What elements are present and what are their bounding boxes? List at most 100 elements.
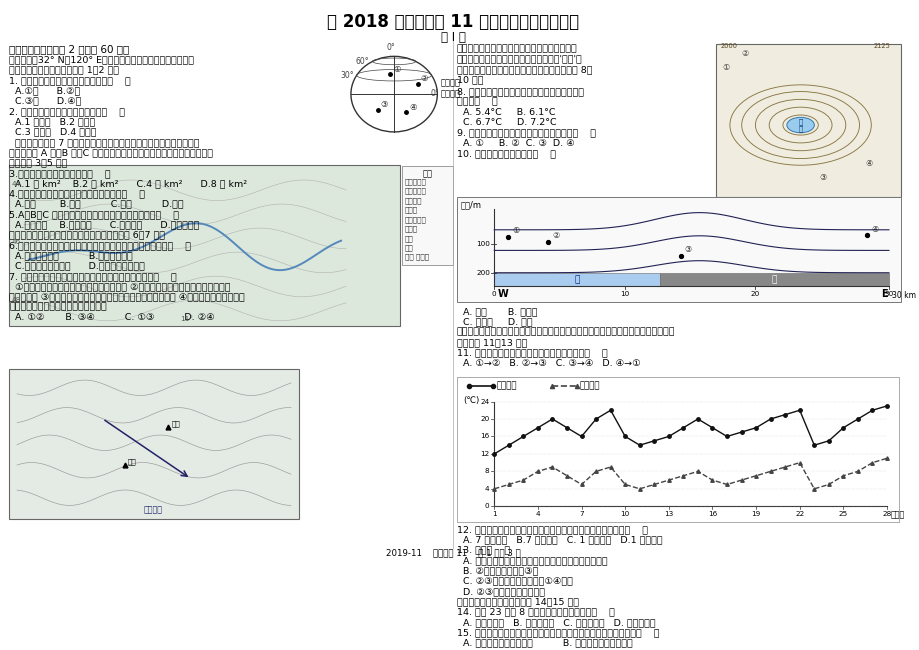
FancyBboxPatch shape: [402, 166, 452, 265]
Text: 25: 25: [838, 511, 847, 517]
Text: (℃): (℃): [462, 396, 479, 406]
Text: 图例: 图例: [422, 170, 432, 179]
Text: 30°: 30°: [340, 71, 354, 80]
Text: A. 5.4°C     B. 6.1°C: A. 5.4°C B. 6.1°C: [457, 108, 555, 117]
Text: 5.A、B、C 三市首先形成老工业区的主要区位条件是（    ）: 5.A、B、C 三市首先形成老工业区的主要区位条件是（ ）: [9, 210, 179, 219]
FancyBboxPatch shape: [715, 44, 900, 197]
Text: 0: 0: [484, 503, 489, 510]
Text: 30: 30: [883, 291, 892, 297]
Text: 2. 甲地与乙地之间的实地距离约为（    ）: 2. 甲地与乙地之间的实地距离约为（ ）: [9, 107, 125, 116]
Text: 9. 最不可能将白色颗粒物带入湖泊的河流是（    ）: 9. 最不可能将白色颗粒物带入湖泊的河流是（ ）: [457, 129, 596, 137]
Text: A.地形平坦    B.能源充足      C.交通便利      D.劳动力丰富: A.地形平坦 B.能源充足 C.交通便利 D.劳动力丰富: [9, 220, 199, 229]
Text: 城市: 城市: [404, 244, 414, 251]
Text: 4: 4: [484, 486, 489, 492]
Text: 西安: 西安: [171, 421, 180, 427]
Text: D. ②③之间的风向为东北风: D. ②③之间的风向为东北风: [457, 587, 544, 596]
Text: ②: ②: [420, 74, 428, 83]
Text: 28: 28: [881, 511, 891, 517]
Text: 下图阿克斯勒湖附近的等高线地形图。据此完成 8～: 下图阿克斯勒湖附近的等高线地形图。据此完成 8～: [457, 65, 592, 74]
Text: （日）: （日）: [890, 511, 904, 519]
Text: 46: 46: [11, 239, 20, 245]
Text: 0°: 0°: [386, 44, 395, 53]
Text: ④: ④: [870, 224, 878, 233]
Text: ④: ④: [865, 159, 871, 168]
Text: C.③点      D.④点: C.③点 D.④点: [9, 97, 82, 106]
Ellipse shape: [786, 117, 813, 133]
Text: 20: 20: [749, 291, 758, 297]
Text: 低地带湖泊: 低地带湖泊: [404, 216, 426, 223]
Text: 已知甲地（32° N，120° E）和乙地为对跖点，对跖点是地球同: 已知甲地（32° N，120° E）和乙地为对跖点，对跖点是地球同: [9, 55, 194, 64]
Text: ①: ①: [392, 65, 400, 74]
Text: A. ①→②   B. ②→③   C. ③→④   D. ④→①: A. ①→② B. ②→③ C. ③→④ D. ④→①: [457, 359, 640, 368]
Text: 8: 8: [484, 469, 489, 474]
Text: 13. 图中（    ）: 13. 图中（ ）: [457, 546, 509, 555]
Text: C. ②③之间的风力一定小于①④之间: C. ②③之间的风力一定小于①④之间: [457, 577, 573, 586]
Text: 48: 48: [11, 297, 20, 303]
FancyBboxPatch shape: [457, 378, 898, 522]
Text: A. 山谷       B. 三角洲: A. 山谷 B. 三角洲: [457, 307, 537, 316]
FancyBboxPatch shape: [9, 164, 400, 326]
Text: E: E: [880, 289, 887, 299]
Text: 第 I 卷: 第 I 卷: [440, 31, 465, 44]
Text: 高度/m: 高度/m: [460, 201, 482, 209]
Text: 高 2018 级高二上期 11 月阶段性测试地理试题: 高 2018 级高二上期 11 月阶段性测试地理试题: [326, 14, 578, 31]
Text: 14. 该月 23 日与 8 日的天气状况分别可能是（    ）: 14. 该月 23 日与 8 日的天气状况分别可能是（ ）: [457, 608, 614, 617]
Text: 20: 20: [480, 416, 489, 422]
Text: 读南昌市某月气温曲线图完成 14～15 题。: 读南昌市某月气温曲线图完成 14～15 题。: [457, 597, 578, 606]
Text: 下图为南半球某滨海地区某日某时等压面垂直剖面图（相邻两个等压面气压差相等）。: 下图为南半球某滨海地区某日某时等压面垂直剖面图（相邻两个等压面气压差相等）。: [457, 328, 675, 337]
Text: 0: 0: [492, 291, 496, 297]
Text: 成都: 成都: [128, 458, 137, 465]
Text: 平原区: 平原区: [404, 207, 417, 213]
Text: 19: 19: [751, 511, 760, 517]
FancyBboxPatch shape: [9, 369, 299, 519]
Text: A. ①②       B. ③④          C. ①③          D. ②④: A. ①② B. ③④ C. ①③ D. ②④: [9, 313, 215, 322]
Text: 湖泊、湖泊: 湖泊、湖泊: [404, 188, 426, 194]
Text: 16: 16: [707, 511, 716, 517]
Text: 4: 4: [535, 511, 539, 517]
Text: 2019-11    高二地月 11    第 1 页共 3 页: 2019-11 高二地月 11 第 1 页共 3 页: [385, 549, 520, 557]
Text: 4.渡河流域南部发电站发电量较小的季节是（    ）: 4.渡河流域南部发电站发电量较小的季节是（ ）: [9, 189, 145, 198]
Text: C. 冲积扇     D. 山脊: C. 冲积扇 D. 山脊: [457, 317, 532, 326]
Text: 一、选择题（每小题 2 分，共 60 分）: 一、选择题（每小题 2 分，共 60 分）: [9, 44, 130, 55]
Text: 流域界线: 流域界线: [404, 197, 422, 204]
Text: 60°: 60°: [356, 57, 369, 66]
Text: 24: 24: [480, 398, 489, 404]
Text: 可能是（    ）: 可能是（ ）: [457, 98, 497, 107]
Text: 30 km: 30 km: [891, 291, 915, 300]
Text: ③: ③: [684, 245, 691, 254]
Text: 10: 10: [619, 291, 629, 297]
Text: 球分界线: 球分界线: [440, 89, 460, 98]
Text: 8. 仅考虑地势对气温的影响，图示区域最大温差: 8. 仅考虑地势对气温的影响，图示区域最大温差: [457, 87, 584, 96]
Text: 铁路: 铁路: [404, 235, 414, 242]
Text: A. 热力作用形成的对流雨          B. 冷锋活动形成的锋面雨: A. 热力作用形成的对流雨 B. 冷锋活动形成的锋面雨: [457, 638, 632, 647]
Text: 2125: 2125: [872, 43, 890, 49]
Text: ①: ①: [721, 63, 729, 72]
Text: 地区形成以 A 市、B 市、C 市为中心的老工业区，下图为渡河流域分布图。: 地区形成以 A 市、B 市、C 市为中心的老工业区，下图为渡河流域分布图。: [9, 148, 213, 157]
Text: 夏季受夏季风影响深刻，降温幅度较小: 夏季受夏季风影响深刻，降温幅度较小: [9, 303, 107, 312]
Text: 读图回答 11～13 题。: 读图回答 11～13 题。: [457, 338, 527, 347]
Text: A. 海陆间气压差异的成因与南亚夏季风的成因可能相同: A. 海陆间气压差异的成因与南亚夏季风的成因可能相同: [457, 556, 607, 565]
Text: A. ①     B. ②  C. ③  D. ④: A. ① B. ② C. ③ D. ④: [457, 139, 574, 148]
Text: 东、西半: 东、西半: [440, 79, 460, 88]
Text: 水坝 水电站: 水坝 水电站: [404, 254, 428, 261]
Text: 12. 上图中海陆间的等压面如此分布的特征最为显著时，应该为（    ）: 12. 上图中海陆间的等压面如此分布的特征最为显著时，应该为（ ）: [457, 525, 647, 534]
Text: 10: 10: [620, 511, 630, 517]
Text: A.①点      B.②点: A.①点 B.②点: [9, 86, 80, 96]
Text: 10. 据图判断，甲地地形是（    ）: 10. 据图判断，甲地地形是（ ）: [457, 149, 555, 158]
Text: 国界线: 国界线: [404, 226, 417, 232]
Text: 6.关于图示区域寒潮出现次数的空间分布特点描述，正确的是（    ）: 6.关于图示区域寒潮出现次数的空间分布特点描述，正确的是（ ）: [9, 241, 191, 250]
Text: 7: 7: [579, 511, 584, 517]
Text: ②: ②: [551, 231, 559, 240]
Text: 带来的白色颗粒物呈乳白半透明状，又称'台湖'。: 带来的白色颗粒物呈乳白半透明状，又称'台湖'。: [457, 55, 582, 64]
Text: ①西安位于秦潮路径上，影响大，降温剧烈 ②西安的纬度高，冬季气温比成都低，: ①西安位于秦潮路径上，影响大，降温剧烈 ②西安的纬度高，冬季气温比成都低，: [9, 282, 231, 291]
Text: 台
湖: 台 湖: [798, 118, 802, 132]
Text: 100: 100: [476, 241, 490, 247]
Text: ③: ③: [380, 100, 388, 109]
Bar: [494, 273, 659, 287]
Text: 200: 200: [476, 270, 490, 276]
Text: A.1 万千米   B.2 万千米: A.1 万千米 B.2 万千米: [9, 117, 96, 126]
Text: ②: ②: [741, 49, 748, 58]
Text: C. 6.7°C     D. 7.2°C: C. 6.7°C D. 7.2°C: [457, 118, 556, 127]
Text: 据此完成 3～5 题。: 据此完成 3～5 题。: [9, 159, 67, 168]
Text: C.从东南向西北递减      D.从西北向东南递减: C.从东南向西北递减 D.从西北向东南递减: [9, 261, 145, 270]
